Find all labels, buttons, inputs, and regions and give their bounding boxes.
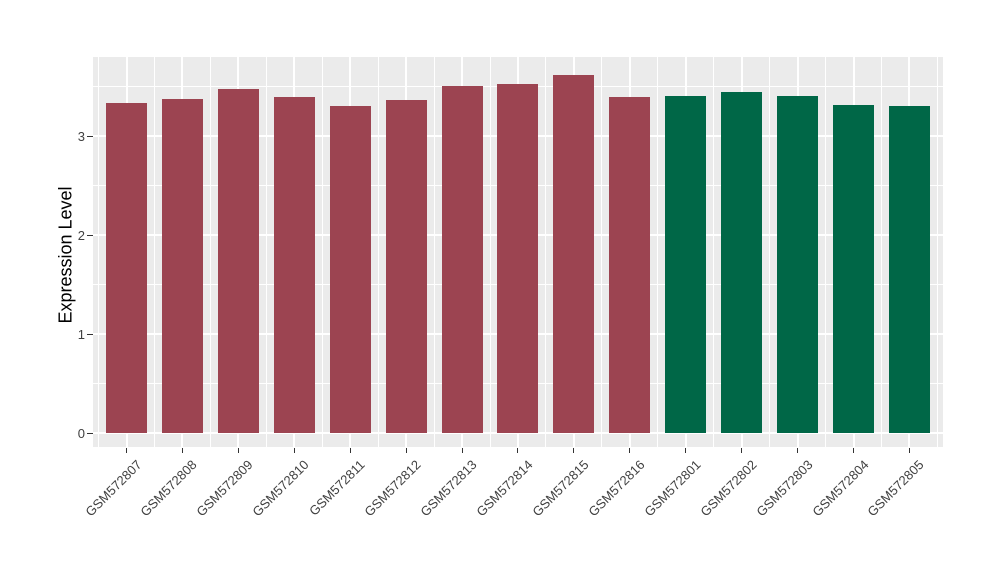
y-tick-mark xyxy=(87,234,93,236)
x-tick-label: GSM572804 xyxy=(808,457,872,520)
x-tick-label: GSM572801 xyxy=(641,457,704,520)
gridline-minor-v xyxy=(769,57,771,447)
x-tick-mark xyxy=(237,448,239,453)
bar-GSM572810 xyxy=(273,97,315,433)
bar-GSM572808 xyxy=(161,99,203,433)
gridline-minor-v xyxy=(98,57,100,447)
x-tick-mark xyxy=(908,448,910,453)
x-tick-label: GSM572812 xyxy=(361,457,424,520)
bar-GSM572805 xyxy=(888,106,930,433)
x-tick-label: GSM572805 xyxy=(864,457,928,520)
bar-GSM572801 xyxy=(665,96,707,433)
gridline-minor-v xyxy=(265,57,267,447)
x-tick-label: GSM572815 xyxy=(529,457,592,520)
x-tick-mark xyxy=(405,448,407,453)
x-tick-mark xyxy=(573,448,575,453)
x-tick-mark xyxy=(629,448,631,453)
x-tick-mark xyxy=(461,448,463,453)
x-tick-mark xyxy=(685,448,687,453)
y-tick-label: 2 xyxy=(77,227,85,243)
x-tick-label: GSM572802 xyxy=(697,457,760,520)
bar-GSM572813 xyxy=(441,85,483,433)
x-tick-mark xyxy=(797,448,799,453)
bar-GSM572807 xyxy=(106,103,148,433)
bar-GSM572816 xyxy=(609,97,651,433)
gridline-minor-v xyxy=(601,57,603,447)
gridline-minor-v xyxy=(713,57,715,447)
x-tick-label: GSM572809 xyxy=(193,457,257,520)
bar-GSM572809 xyxy=(217,89,259,433)
x-tick-label: GSM572813 xyxy=(417,457,480,520)
x-tick-label: GSM572808 xyxy=(137,457,201,520)
x-tick-label: GSM572816 xyxy=(585,457,648,520)
x-tick-label: GSM572814 xyxy=(473,457,536,520)
bar-GSM572804 xyxy=(833,105,874,433)
gridline-minor-v xyxy=(657,57,659,447)
gridline-minor-v xyxy=(936,57,938,447)
gridline-minor-v xyxy=(825,57,827,447)
gridline-minor-v xyxy=(489,57,491,447)
y-axis-title: Expression Level xyxy=(55,186,76,324)
bar-GSM572811 xyxy=(329,106,371,433)
gridline-minor-v xyxy=(321,57,323,447)
x-tick-mark xyxy=(349,448,351,453)
gridline-minor-v xyxy=(433,57,435,447)
plot-panel xyxy=(93,57,943,447)
x-tick-mark xyxy=(853,448,854,453)
y-tick-label: 1 xyxy=(77,326,85,342)
gridline-minor-v xyxy=(545,57,547,447)
gridline-minor-v xyxy=(377,57,379,447)
gridline-minor-v xyxy=(880,57,882,447)
gridline-minor-v xyxy=(154,57,155,447)
y-tick-mark xyxy=(87,135,93,137)
gridline-minor-v xyxy=(209,57,211,447)
x-tick-label: GSM572803 xyxy=(752,457,816,520)
bar-GSM572803 xyxy=(777,96,819,433)
x-tick-label: GSM572811 xyxy=(306,457,368,519)
y-tick-mark xyxy=(87,333,93,335)
bar-GSM572812 xyxy=(385,100,427,433)
bar-GSM572815 xyxy=(553,74,595,433)
x-tick-mark xyxy=(126,448,128,453)
x-tick-mark xyxy=(293,448,295,453)
x-tick-mark xyxy=(517,448,519,453)
y-tick-label: 0 xyxy=(77,425,85,441)
bar-GSM572802 xyxy=(721,92,763,433)
bar-GSM572814 xyxy=(497,83,539,433)
x-tick-mark xyxy=(181,448,183,453)
x-tick-label: GSM572807 xyxy=(81,457,145,520)
y-tick-mark xyxy=(87,432,93,434)
x-tick-label: GSM572810 xyxy=(249,457,312,520)
x-tick-mark xyxy=(741,448,743,453)
y-tick-label: 3 xyxy=(77,128,85,144)
